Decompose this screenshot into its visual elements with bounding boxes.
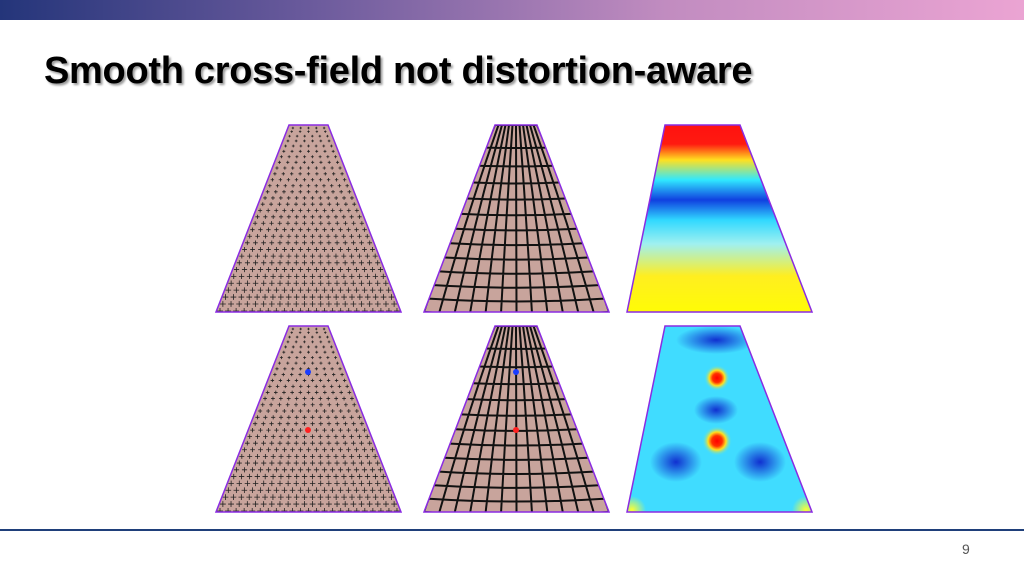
mesh-lines	[424, 125, 609, 312]
mesh-lines	[424, 326, 609, 512]
singularity	[513, 369, 519, 375]
quad-mesh-aware	[424, 326, 609, 512]
distortion-map-aware	[627, 326, 812, 512]
singularity	[305, 369, 311, 375]
outlines	[214, 124, 814, 513]
footer-rule	[0, 529, 1024, 531]
cross-field-smooth	[216, 125, 401, 312]
cross-field-aware	[216, 326, 401, 512]
quad-mesh-smooth	[424, 125, 609, 312]
singularity	[513, 427, 519, 433]
cross-marks	[217, 327, 400, 512]
cross-marks	[217, 126, 400, 312]
header-bar	[0, 0, 1024, 20]
page-number: 9	[962, 541, 970, 557]
distortion-map-smooth	[627, 125, 812, 312]
slide-title: Smooth cross-field not distortion-aware	[44, 50, 753, 92]
singularity	[305, 427, 311, 433]
